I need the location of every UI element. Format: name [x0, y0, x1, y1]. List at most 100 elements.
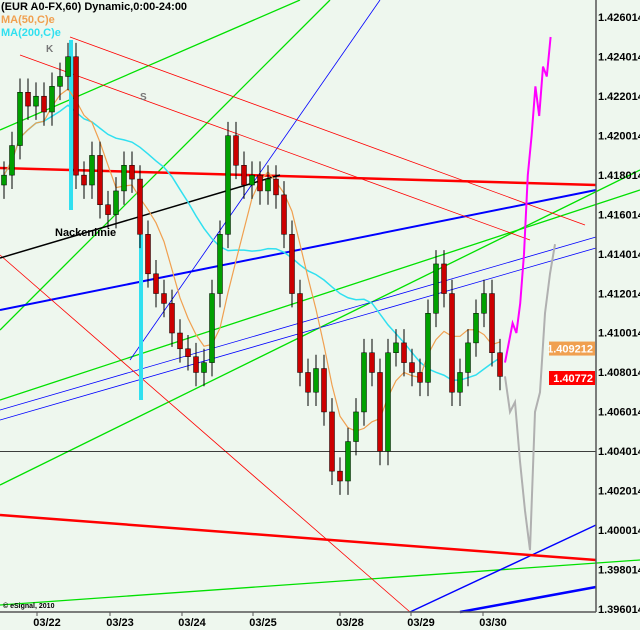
- candle: [393, 342, 399, 353]
- last-price-badge: [549, 341, 595, 356]
- y-tick-label: 1.400014: [598, 525, 640, 537]
- candle: [73, 56, 79, 176]
- candle: [433, 263, 439, 314]
- candle: [201, 362, 207, 373]
- candle: [25, 92, 31, 107]
- y-tick-label: 1.408014: [598, 367, 640, 379]
- y-tick-label: 1.414014: [598, 249, 640, 261]
- x-tick-label: 03/30: [479, 617, 507, 629]
- candle: [441, 263, 447, 294]
- y-tick-label: 1.398014: [598, 565, 640, 577]
- candle: [497, 352, 503, 377]
- candle: [217, 234, 223, 294]
- x-tick-label: 03/29: [407, 617, 435, 629]
- trend-line: [0, 189, 640, 401]
- candle: [121, 165, 127, 192]
- candle: [129, 165, 135, 180]
- label-k: K: [46, 44, 54, 55]
- y-tick-label: 1.426014: [598, 12, 640, 24]
- candle: [465, 342, 471, 373]
- candle: [481, 293, 487, 314]
- candle: [409, 362, 415, 373]
- candle: [225, 135, 231, 235]
- trend-line: [69, 36, 586, 226]
- candle: [257, 174, 263, 192]
- projection-up-line: [504, 36, 552, 363]
- candle: [9, 145, 15, 176]
- candle: [169, 303, 175, 334]
- candle: [329, 411, 335, 472]
- y-tick-label: 1.420014: [598, 130, 640, 142]
- candle: [137, 178, 143, 235]
- candle: [289, 234, 295, 294]
- last-price-badge: [549, 371, 595, 386]
- x-tick-label: 03/24: [178, 617, 206, 629]
- candle: [281, 194, 287, 235]
- candle: [193, 356, 199, 373]
- candle: [33, 95, 39, 107]
- trend-line: [0, 254, 411, 613]
- y-tick-label: 1.404014: [598, 446, 640, 458]
- candle: [457, 372, 463, 393]
- y-tick-label: 1.402014: [598, 486, 640, 498]
- x-tick-label: 03/23: [106, 617, 134, 629]
- candle: [89, 155, 95, 186]
- cyan-marker: [69, 40, 73, 210]
- candle: [65, 56, 71, 77]
- neckline-label: Nackenlinie: [55, 227, 116, 239]
- candle: [425, 313, 431, 383]
- y-tick-label: 1.424014: [598, 51, 640, 63]
- candle: [177, 332, 183, 350]
- last-price-label: 1.40772: [553, 373, 593, 385]
- candle: [369, 352, 375, 373]
- legend-ma50: MA(50,C)e: [1, 14, 55, 26]
- ma200-line: [3, 104, 501, 381]
- candle: [41, 95, 47, 113]
- chart-title: (EUR A0-FX,60) Dynamic,0:00-24:00: [1, 1, 188, 13]
- candle: [185, 348, 191, 357]
- candle: [449, 293, 455, 393]
- candle: [417, 372, 423, 383]
- candle: [153, 273, 159, 294]
- y-tick-label: 1.406014: [598, 407, 640, 419]
- candle: [49, 86, 55, 113]
- trend-line: [409, 524, 597, 613]
- trend-line: [0, 0, 331, 331]
- copyright: © eSignal, 2010: [3, 602, 55, 610]
- candle: [385, 352, 391, 452]
- candle: [353, 411, 359, 442]
- projection-down-line: [504, 244, 556, 551]
- candle: [209, 293, 215, 363]
- label-s: S: [140, 92, 147, 103]
- candle: [233, 135, 239, 166]
- y-tick-label: 1.416014: [598, 209, 640, 221]
- last-price-label: 1.409212: [547, 344, 593, 356]
- trend-line: [0, 189, 597, 311]
- candle: [249, 174, 255, 186]
- candle: [321, 368, 327, 413]
- trend-line: [0, 559, 640, 606]
- trend-line: [459, 585, 597, 614]
- y-tick-label: 1.412014: [598, 288, 640, 300]
- candle: [273, 178, 279, 196]
- candle: [145, 234, 151, 275]
- x-tick-label: 03/22: [33, 617, 61, 629]
- cyan-marker: [139, 235, 143, 400]
- candle: [57, 76, 63, 87]
- candle: [305, 372, 311, 393]
- candle: [489, 293, 495, 353]
- candle: [17, 92, 23, 146]
- legend-ma200: MA(200,C)e: [1, 27, 61, 39]
- candle: [161, 293, 167, 304]
- candle: [337, 470, 343, 482]
- candle: [97, 155, 103, 205]
- candle: [113, 190, 119, 215]
- candle: [473, 313, 479, 344]
- candle: [81, 174, 87, 186]
- candle: [1, 174, 7, 186]
- trend-line: [0, 513, 597, 562]
- candle: [105, 204, 111, 215]
- candle: [313, 368, 319, 393]
